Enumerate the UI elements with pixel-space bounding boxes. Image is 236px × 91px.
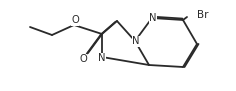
Text: N: N <box>149 13 157 23</box>
Text: Br: Br <box>197 10 208 20</box>
Text: O: O <box>79 54 87 64</box>
Text: N: N <box>132 36 140 46</box>
Text: N: N <box>98 53 106 63</box>
Text: O: O <box>71 15 79 25</box>
